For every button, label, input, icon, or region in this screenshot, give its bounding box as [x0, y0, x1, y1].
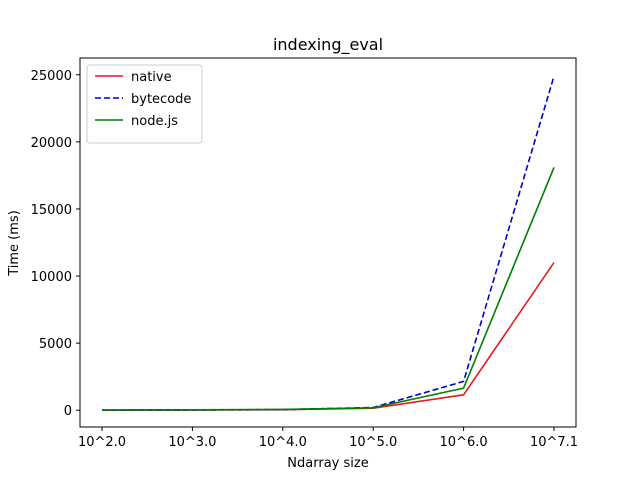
y-tick-label: 15000	[31, 203, 72, 218]
x-tick-label: 10^7.1	[530, 435, 578, 450]
legend-label: bytecode	[131, 92, 191, 107]
legend-label: node.js	[131, 114, 178, 129]
chart-title: indexing_eval	[273, 35, 383, 55]
y-tick-label: 20000	[31, 136, 72, 151]
x-tick-label: 10^3.0	[168, 435, 216, 450]
series-line-node-js	[101, 167, 555, 411]
x-axis-label: Ndarray size	[287, 456, 368, 471]
y-tick-label: 10000	[31, 270, 72, 285]
x-tick-label: 10^4.0	[259, 435, 307, 450]
x-tick-label: 10^5.0	[349, 435, 397, 450]
axes-frame	[79, 57, 577, 428]
legend-label: native	[131, 70, 172, 85]
x-tick-label: 10^6.0	[440, 435, 488, 450]
legend: native bytecode node.js	[86, 64, 203, 144]
y-tick-label: 25000	[31, 69, 72, 84]
y-tick-label: 5000	[39, 337, 72, 352]
y-axis-label: Time (ms)	[7, 210, 22, 277]
legend-box	[86, 64, 203, 144]
x-tick-label: 10^2.0	[78, 435, 126, 450]
y-tick-label: 0	[64, 404, 72, 419]
plot-area: 10^2.0 10^3.0 10^4.0 10^5.0 10^6.0 10^7.1 0 500…	[31, 69, 578, 450]
